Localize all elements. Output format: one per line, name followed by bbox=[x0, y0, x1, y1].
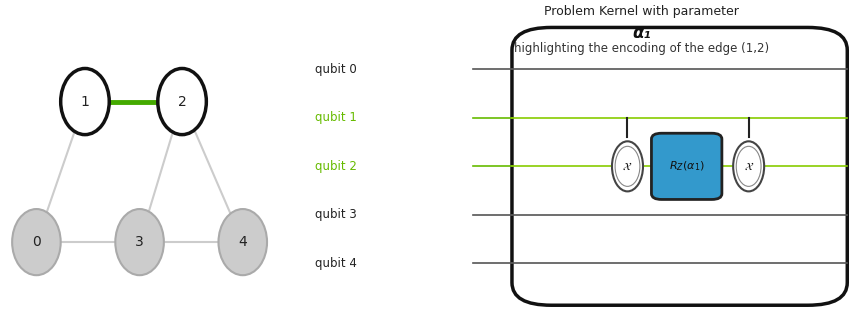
Text: highlighting the encoding of the edge (1,2): highlighting the encoding of the edge (1… bbox=[514, 42, 769, 55]
Text: 0: 0 bbox=[32, 235, 41, 249]
Text: $\mathcal{X}$: $\mathcal{X}$ bbox=[744, 161, 753, 172]
Text: 3: 3 bbox=[135, 235, 144, 249]
Text: qubit 4: qubit 4 bbox=[315, 257, 356, 270]
Text: 2: 2 bbox=[178, 95, 186, 109]
Ellipse shape bbox=[733, 141, 764, 191]
Text: $\mathcal{X}$: $\mathcal{X}$ bbox=[623, 161, 633, 172]
FancyBboxPatch shape bbox=[512, 27, 847, 305]
Ellipse shape bbox=[615, 146, 640, 186]
Text: 1: 1 bbox=[81, 95, 89, 109]
Text: 4: 4 bbox=[238, 235, 247, 249]
Ellipse shape bbox=[736, 146, 761, 186]
Ellipse shape bbox=[612, 141, 643, 191]
Text: qubit 1: qubit 1 bbox=[315, 111, 356, 124]
Circle shape bbox=[115, 209, 164, 275]
Text: $R_Z(\alpha_1)$: $R_Z(\alpha_1)$ bbox=[668, 160, 705, 173]
Text: Problem Kernel with parameter: Problem Kernel with parameter bbox=[544, 5, 739, 18]
Text: qubit 3: qubit 3 bbox=[315, 208, 356, 221]
Circle shape bbox=[61, 68, 109, 135]
FancyBboxPatch shape bbox=[651, 133, 722, 200]
Circle shape bbox=[158, 68, 206, 135]
Text: qubit 2: qubit 2 bbox=[315, 160, 356, 173]
Circle shape bbox=[218, 209, 267, 275]
Circle shape bbox=[12, 209, 61, 275]
Text: α₁: α₁ bbox=[632, 24, 651, 42]
Text: qubit 0: qubit 0 bbox=[315, 63, 356, 76]
